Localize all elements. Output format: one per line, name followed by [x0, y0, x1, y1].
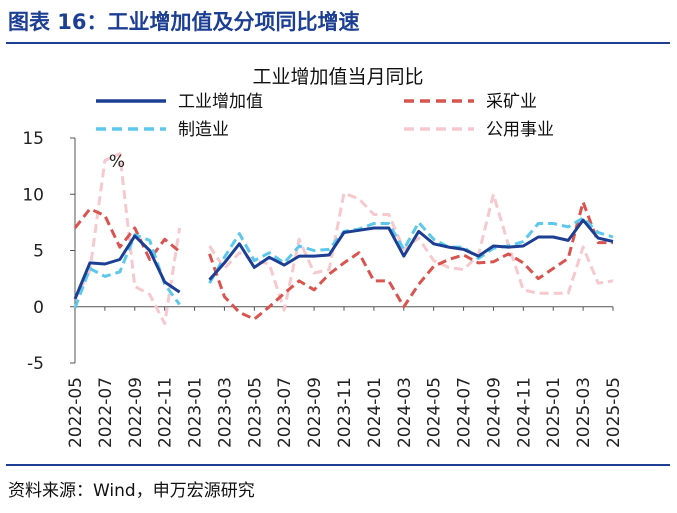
x-tick-label: 2024-05	[425, 377, 445, 448]
y-tick-label: -5	[27, 354, 44, 374]
x-tick-label: 2024-03	[395, 377, 415, 448]
x-tick-label: 2022-05	[66, 377, 86, 448]
source-note: 资料来源：Wind，申万宏源研究	[8, 481, 255, 501]
legend-label-3: 公用事业	[486, 120, 554, 140]
x-tick-label: 2025-05	[604, 377, 624, 448]
x-tick-label: 2025-03	[574, 377, 594, 448]
x-tick-label: 2024-07	[455, 377, 475, 448]
y-tick-label: 0	[33, 298, 44, 318]
x-tick-label: 2023-07	[275, 377, 295, 448]
bottom-rule	[6, 464, 670, 466]
chart-labels: 工业增加值当月同比% -5 0 5 10 15 2022-05 2022-07 2022-09 2…	[22, 66, 624, 448]
x-tick-label: 2023-01	[186, 377, 206, 448]
legend-label-1: 采矿业	[486, 92, 537, 112]
x-tick-label: 2024-11	[514, 377, 534, 448]
top-rule	[6, 42, 670, 44]
series-line-1	[73, 200, 613, 321]
chart-axes	[70, 137, 614, 364]
y-tick-label: 15	[22, 129, 44, 149]
y-tick-label: 5	[33, 242, 44, 262]
legend-label-2: 制造业	[178, 120, 229, 140]
x-tick-label: 2023-09	[305, 377, 325, 448]
y-tick-label: 10	[22, 185, 44, 205]
x-tick-label: 2024-01	[365, 377, 385, 448]
series-line-0	[73, 218, 614, 300]
x-tick-label: 2023-11	[335, 377, 355, 448]
figure-title: 图表 16：工业增加值及分项同比增速	[8, 10, 360, 34]
x-tick-label: 2022-09	[126, 377, 146, 448]
x-tick-label: 2024-09	[484, 377, 504, 448]
x-tick-label: 2022-07	[96, 377, 116, 448]
x-tick-label: 2025-01	[544, 377, 564, 448]
series-line-3	[73, 152, 614, 326]
legend-label-0: 工业增加值	[178, 92, 263, 112]
x-tick-label: 2022-11	[156, 377, 176, 448]
chart-title: 工业增加值当月同比	[252, 66, 423, 88]
x-tick-label: 2023-05	[245, 377, 265, 448]
x-tick-label: 2023-03	[215, 377, 235, 448]
chart-series	[73, 152, 614, 326]
unit-label: %	[109, 152, 125, 172]
